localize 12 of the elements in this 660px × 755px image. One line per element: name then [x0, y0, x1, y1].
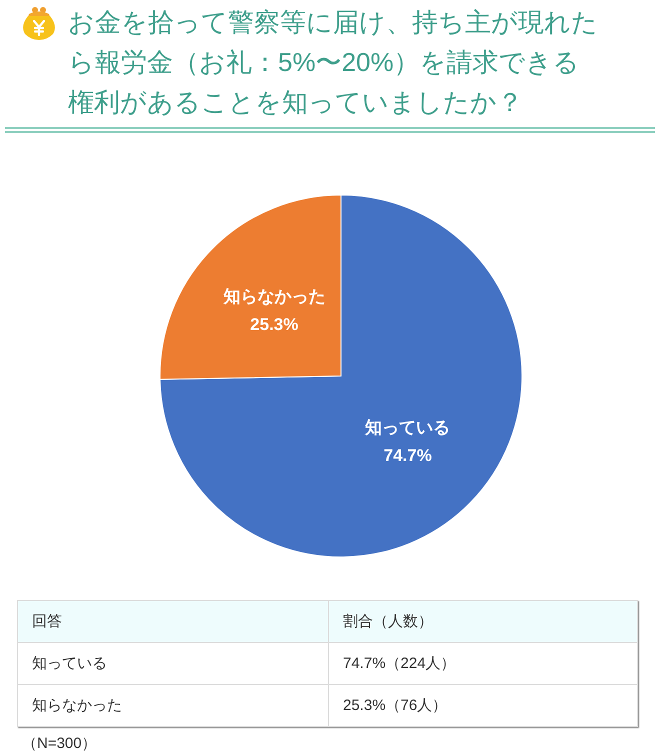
text: 回答 [18, 600, 328, 642]
category-label: 知らなかった [18, 684, 328, 726]
text: 割合（人数） [328, 600, 638, 642]
text: 74.7%（224人） [343, 655, 456, 672]
chart-title: お金を拾って警察等に届け、持ち主が現れたら報労金（お礼：5%〜20%）を請求できる権利があることを知っていましたか？ [68, 6, 599, 119]
text: （N=300） [22, 734, 97, 753]
category-label: 知っている [18, 642, 328, 684]
slice-label: 知らなかった [222, 287, 326, 306]
data-label: 25.3% [250, 315, 298, 334]
data-label: 74.7% [384, 446, 432, 465]
text: 25.3%（76人） [343, 697, 448, 714]
slice-label: 知っている [364, 418, 450, 437]
